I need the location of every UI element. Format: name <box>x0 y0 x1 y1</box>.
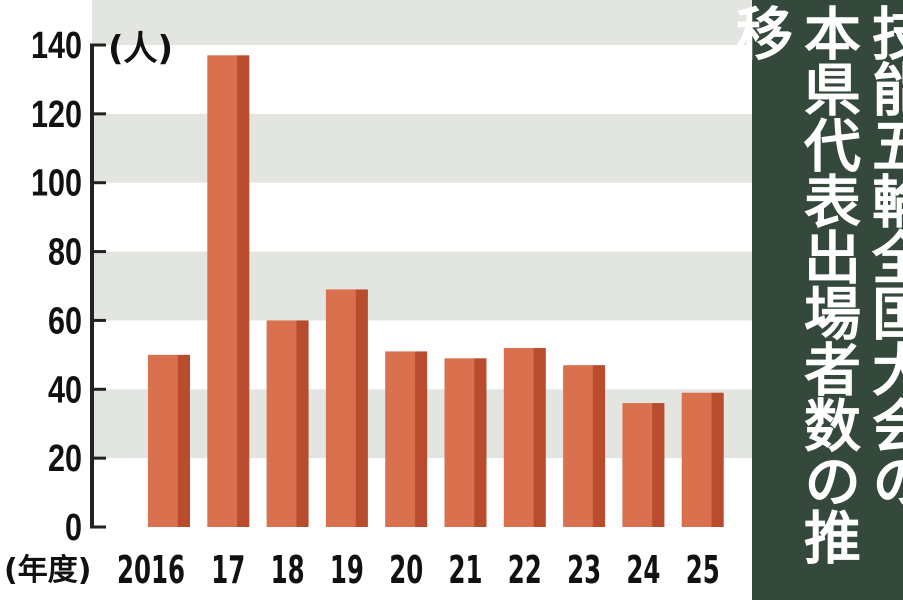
y-tick-label: 60 <box>48 300 82 342</box>
bar-chart: 0 20 40 60 80 100 120 140 (人) 2016 17 18 19 20 21 22 23 2… <box>4 0 752 592</box>
bar-18 <box>266 320 309 527</box>
x-tick-label: 24 <box>626 548 660 592</box>
x-tick-label: 20 <box>389 548 423 592</box>
title-panel: 技能五輪全国大会の 本県代表出場者数の推移 <box>727 0 903 600</box>
chart-title: 技能五輪全国大会の 本県代表出場者数の推移 <box>726 4 903 600</box>
bar-25 <box>681 392 724 527</box>
y-tick-label: 40 <box>48 369 82 411</box>
y-tick-label: 100 <box>31 163 82 205</box>
bar-19 <box>325 289 368 527</box>
x-tick-label: 2016 <box>117 548 185 592</box>
x-tick-label: 19 <box>330 548 364 592</box>
bar-17 <box>207 55 250 527</box>
y-unit-label: (人) <box>108 29 173 69</box>
title-line-1: 技能五輪全国大会の <box>862 4 903 508</box>
title-line-2: 本県代表出場者数の推移 <box>726 4 861 564</box>
grid-band <box>92 251 752 321</box>
x-tick-label: 25 <box>686 548 720 592</box>
y-tick-label: 140 <box>31 25 82 67</box>
bar-21 <box>444 358 487 527</box>
bar-24 <box>622 403 665 527</box>
y-tick-label: 20 <box>48 438 82 480</box>
grid-band <box>92 0 752 45</box>
x-tick-label: 21 <box>449 548 483 592</box>
bar-23 <box>563 365 606 527</box>
y-tick-label: 80 <box>48 232 82 274</box>
y-tick-label: 120 <box>31 94 82 136</box>
grid-band <box>92 113 752 183</box>
x-axis-label: (年度) <box>4 553 91 588</box>
bar-2016 <box>148 354 190 527</box>
bar-20 <box>385 351 428 527</box>
x-tick-label: 23 <box>567 548 601 592</box>
x-tick-label: 22 <box>508 548 542 592</box>
y-tick-label: 0 <box>65 507 82 549</box>
bar-22 <box>503 347 546 527</box>
x-tick-label: 17 <box>211 548 245 592</box>
x-tick-label: 18 <box>271 548 305 592</box>
